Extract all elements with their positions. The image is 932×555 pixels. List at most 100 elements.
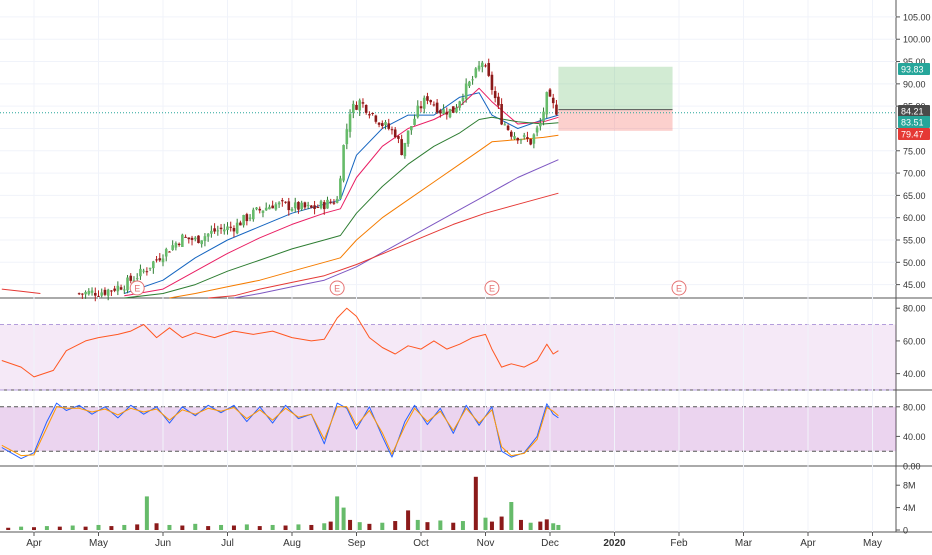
volume-bar bbox=[509, 502, 514, 530]
volume-axis-tick-label: 8M bbox=[903, 481, 916, 491]
candle-body bbox=[484, 65, 487, 67]
volume-bar bbox=[473, 476, 478, 530]
candle-body bbox=[351, 103, 355, 113]
candle-body bbox=[110, 290, 113, 292]
volume-bar bbox=[328, 521, 333, 530]
candle-body bbox=[168, 251, 171, 253]
candle-body bbox=[281, 200, 284, 202]
candle-body bbox=[197, 235, 200, 244]
volume-bar bbox=[357, 522, 362, 530]
volume-bar bbox=[380, 522, 385, 530]
candle-body bbox=[229, 226, 233, 228]
candle-body bbox=[355, 104, 358, 110]
rsi-axis-tick-label: 60.00 bbox=[903, 336, 926, 346]
candle-body bbox=[193, 237, 197, 240]
candle-body bbox=[510, 131, 513, 137]
candle-body bbox=[555, 104, 558, 115]
volume-bar bbox=[70, 525, 75, 530]
volume-axis-tick-label: 4M bbox=[903, 503, 916, 513]
candle-body bbox=[319, 201, 323, 208]
volume-bar bbox=[257, 526, 262, 530]
price-axis-tick-label: 70.00 bbox=[903, 169, 926, 179]
moving-average-line bbox=[124, 116, 559, 299]
earnings-marker-icon bbox=[329, 280, 345, 296]
volume-bar bbox=[438, 520, 443, 530]
price-tag-label: 93.83 bbox=[901, 65, 924, 75]
candle-body bbox=[142, 270, 145, 272]
candle-body bbox=[339, 178, 342, 199]
volume-bar bbox=[367, 523, 372, 530]
candle-body bbox=[203, 236, 207, 242]
earnings-marker-icon bbox=[484, 280, 500, 296]
candle-body bbox=[213, 228, 216, 232]
candle-body bbox=[123, 289, 126, 291]
candle-body bbox=[471, 79, 474, 81]
candle-body bbox=[551, 97, 555, 104]
candle-body bbox=[497, 96, 500, 106]
candle-body bbox=[406, 130, 410, 144]
candle-body bbox=[190, 237, 194, 240]
volume-bar bbox=[44, 526, 49, 530]
candle-body bbox=[429, 100, 432, 103]
candle-body bbox=[81, 293, 84, 295]
candle-body bbox=[348, 114, 352, 132]
candle-body bbox=[84, 292, 87, 295]
rsi-axis-tick-label: 80.00 bbox=[903, 304, 926, 314]
candle-body bbox=[445, 111, 449, 115]
price-axis-tick-label: 90.00 bbox=[903, 79, 926, 89]
candle-body bbox=[490, 74, 494, 90]
volume-bar bbox=[219, 524, 224, 530]
volume-bar bbox=[551, 523, 556, 530]
time-axis-tick-label: Apr bbox=[26, 538, 42, 549]
candle-body bbox=[477, 65, 481, 70]
volume-bar bbox=[32, 527, 36, 530]
candle-body bbox=[306, 204, 310, 207]
candle-body bbox=[426, 96, 429, 101]
volume-bar bbox=[6, 527, 11, 530]
candle-body bbox=[300, 202, 303, 210]
volume-bar bbox=[544, 519, 549, 530]
volume-bar bbox=[180, 525, 185, 530]
candle-body bbox=[335, 198, 339, 203]
candle-body bbox=[255, 207, 258, 210]
volume-bar bbox=[528, 522, 533, 530]
volume-bar bbox=[556, 524, 561, 530]
candle-body bbox=[297, 201, 300, 210]
volume-bar bbox=[415, 519, 420, 530]
earnings-marker-icon bbox=[129, 280, 145, 296]
candle-body bbox=[493, 91, 497, 99]
earnings-marker-label: E bbox=[334, 284, 340, 294]
candle-body bbox=[184, 236, 187, 238]
candle-body bbox=[345, 129, 349, 145]
candle-body bbox=[464, 83, 468, 99]
price-axis-tick-label: 95.00 bbox=[903, 57, 926, 67]
candle-body bbox=[219, 227, 223, 230]
candle-body bbox=[532, 134, 536, 144]
candle-body bbox=[235, 222, 239, 234]
volume-bar bbox=[96, 524, 101, 530]
earnings-marker-label: E bbox=[676, 284, 682, 294]
candle-body bbox=[200, 240, 203, 245]
candle-body bbox=[261, 210, 265, 213]
candle-body bbox=[97, 295, 100, 297]
candle-body bbox=[252, 209, 255, 220]
candle-body bbox=[129, 275, 133, 281]
price-tag-label: 84.21 bbox=[901, 107, 924, 117]
candle-body bbox=[535, 127, 539, 133]
time-axis-tick-label: Mar bbox=[735, 538, 753, 549]
candle-body bbox=[248, 217, 252, 219]
candle-body bbox=[522, 135, 526, 137]
candle-body bbox=[158, 258, 162, 261]
candle-body bbox=[516, 137, 520, 141]
candle-body bbox=[458, 101, 461, 108]
candle-body bbox=[368, 114, 371, 116]
volume-bar bbox=[231, 525, 236, 530]
candle-body bbox=[442, 109, 445, 114]
candle-body bbox=[126, 277, 129, 291]
candle-body bbox=[322, 202, 326, 210]
candle-body bbox=[210, 230, 213, 234]
candle-body bbox=[377, 122, 381, 125]
candle-body bbox=[358, 100, 362, 111]
volume-bar bbox=[348, 519, 353, 530]
